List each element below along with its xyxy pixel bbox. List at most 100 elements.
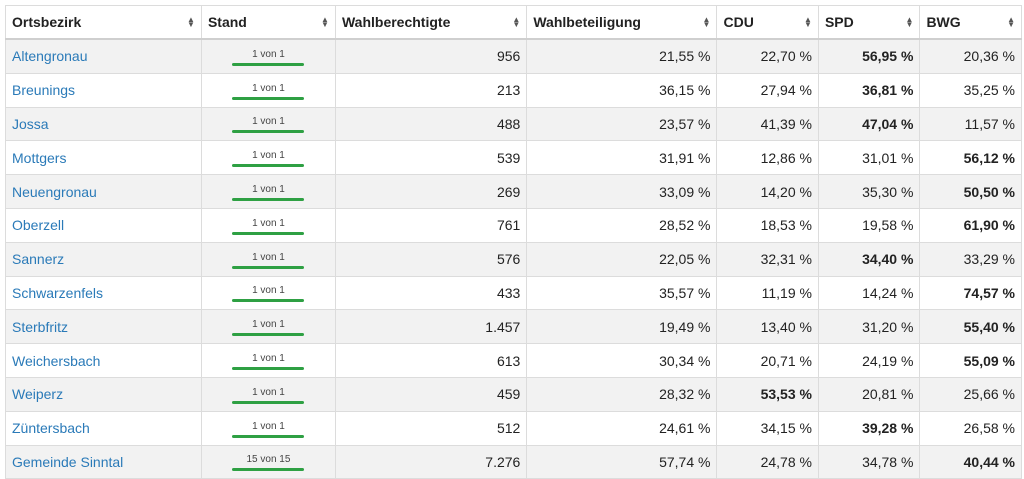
district-link[interactable]: Oberzell <box>5 207 202 243</box>
status-cell: 1 von 1 <box>200 241 336 277</box>
value-cell: 34,40 % <box>817 241 921 277</box>
status-cell: 1 von 1 <box>200 106 336 142</box>
value-cell: 55,09 % <box>919 343 1022 378</box>
value-cell: 613 <box>334 343 528 378</box>
progress-bar <box>232 231 305 235</box>
value-cell: 24,19 % <box>817 343 921 378</box>
value-cell: 18,53 % <box>716 207 819 243</box>
column-header[interactable]: SPD ▲ ▼ <box>817 5 921 40</box>
status-text: 1 von 1 <box>252 48 285 60</box>
value-cell: 50,50 % <box>919 174 1022 209</box>
district-link[interactable]: Weichersbach <box>5 343 202 378</box>
table-row: Weiperz 1 von 1 459 28,32 % 53,53 % 20,81 % 25… <box>5 376 1022 412</box>
table-body: Altengronau 1 von 1 956 21,55 % 22,70 % 56,95… <box>5 38 1022 479</box>
table-row: Schwarzenfels 1 von 1 433 35,57 % 11,19 % 14,… <box>5 275 1022 311</box>
status-cell: 1 von 1 <box>200 174 336 209</box>
column-header[interactable]: Wahlberechtigte ▲ ▼ <box>334 5 528 40</box>
district-link[interactable]: Gemeinde Sinntal <box>5 444 202 479</box>
sort-icon[interactable]: ▲ ▼ <box>512 15 521 29</box>
sort-icon[interactable]: ▲ ▼ <box>905 15 914 29</box>
status-cell: 1 von 1 <box>200 140 336 176</box>
table-row: Sterbfritz 1 von 1 1.457 19,49 % 13,40 % 31,2… <box>5 309 1022 345</box>
status-text: 1 von 1 <box>252 386 285 398</box>
value-cell: 28,32 % <box>526 376 718 412</box>
district-link[interactable]: Neuengronau <box>5 174 202 209</box>
sort-icon[interactable]: ▲ ▼ <box>702 15 711 29</box>
table-row: Altengronau 1 von 1 956 21,55 % 22,70 % 56,95… <box>5 38 1022 74</box>
value-cell: 56,95 % <box>817 38 921 74</box>
district-link[interactable]: Altengronau <box>5 38 202 74</box>
progress-bar <box>232 96 305 100</box>
value-cell: 20,81 % <box>817 376 921 412</box>
progress-bar <box>232 62 305 66</box>
sort-icon[interactable]: ▲ ▼ <box>1007 15 1015 29</box>
value-cell: 39,28 % <box>817 410 921 446</box>
district-link[interactable]: Schwarzenfels <box>5 275 202 311</box>
value-cell: 55,40 % <box>919 309 1022 345</box>
status-text: 1 von 1 <box>252 82 285 94</box>
district-link[interactable]: Breunings <box>5 72 202 108</box>
table-row: Weichersbach 1 von 1 613 30,34 % 20,71 % 24,1… <box>5 343 1022 378</box>
column-header[interactable]: Stand ▲ ▼ <box>200 5 336 40</box>
value-cell: 33,29 % <box>919 241 1022 277</box>
progress-bar <box>232 400 305 404</box>
district-link[interactable]: Mottgers <box>5 140 202 176</box>
district-link[interactable]: Züntersbach <box>5 410 202 446</box>
sort-icon[interactable]: ▲ ▼ <box>804 15 812 29</box>
value-cell: 31,01 % <box>817 140 921 176</box>
value-cell: 53,53 % <box>716 376 819 412</box>
district-link[interactable]: Sterbfritz <box>5 309 202 345</box>
value-cell: 41,39 % <box>716 106 819 142</box>
sort-icon[interactable]: ▲ ▼ <box>321 15 329 29</box>
column-header[interactable]: Wahlbeteiligung ▲ ▼ <box>526 5 718 40</box>
status-text: 1 von 1 <box>252 116 285 128</box>
header-label: Ortsbezirk <box>12 14 82 30</box>
value-cell: 40,44 % <box>919 444 1022 479</box>
district-link[interactable]: Weiperz <box>5 376 202 412</box>
table-row: Gemeinde Sinntal 15 von 15 7.276 57,74 % 24,… <box>5 444 1022 479</box>
value-cell: 22,70 % <box>716 38 819 74</box>
progress-bar <box>232 333 305 337</box>
value-cell: 47,04 % <box>817 106 921 142</box>
district-link[interactable]: Sannerz <box>5 241 202 277</box>
page: Ortsbezirk ▲ ▼ Stand ▲ ▼ Wahlberechtigte ▲ ▼ Wahl… <box>5 5 1022 479</box>
status-cell: 1 von 1 <box>200 38 336 74</box>
status-cell: 1 von 1 <box>200 343 336 378</box>
value-cell: 7.276 <box>334 444 528 479</box>
sort-icon[interactable]: ▲ ▼ <box>187 15 195 29</box>
status-cell: 1 von 1 <box>200 275 336 311</box>
column-header[interactable]: BWG ▲ ▼ <box>919 5 1022 40</box>
value-cell: 269 <box>334 174 528 209</box>
value-cell: 61,90 % <box>919 207 1022 243</box>
value-cell: 35,57 % <box>526 275 718 311</box>
column-header[interactable]: CDU ▲ ▼ <box>716 5 819 40</box>
column-header[interactable]: Ortsbezirk ▲ ▼ <box>5 5 202 40</box>
value-cell: 20,71 % <box>716 343 819 378</box>
value-cell: 30,34 % <box>526 343 718 378</box>
value-cell: 28,52 % <box>526 207 718 243</box>
status-text: 1 von 1 <box>252 319 285 331</box>
table-row: Neuengronau 1 von 1 269 33,09 % 14,20 % 35,30… <box>5 174 1022 209</box>
value-cell: 20,36 % <box>919 38 1022 74</box>
district-link[interactable]: Jossa <box>5 106 202 142</box>
value-cell: 22,05 % <box>526 241 718 277</box>
status-cell: 1 von 1 <box>200 376 336 412</box>
table-row: Sannerz 1 von 1 576 22,05 % 32,31 % 34,40 % 33… <box>5 241 1022 277</box>
value-cell: 33,09 % <box>526 174 718 209</box>
progress-bar <box>232 164 305 168</box>
status-text: 1 von 1 <box>252 217 285 229</box>
value-cell: 25,66 % <box>919 376 1022 412</box>
value-cell: 35,25 % <box>919 72 1022 108</box>
value-cell: 956 <box>334 38 528 74</box>
value-cell: 36,81 % <box>817 72 921 108</box>
value-cell: 27,94 % <box>716 72 819 108</box>
header-label: BWG <box>926 14 961 30</box>
progress-bar <box>232 434 305 438</box>
value-cell: 19,58 % <box>817 207 921 243</box>
table-row: Züntersbach 1 von 1 512 24,61 % 34,15 % 39,28… <box>5 410 1022 446</box>
status-text: 1 von 1 <box>252 420 285 432</box>
value-cell: 24,78 % <box>716 444 819 479</box>
value-cell: 24,61 % <box>526 410 718 446</box>
table-row: Oberzell 1 von 1 761 28,52 % 18,53 % 19,58 % 6… <box>5 207 1022 243</box>
value-cell: 32,31 % <box>716 241 819 277</box>
